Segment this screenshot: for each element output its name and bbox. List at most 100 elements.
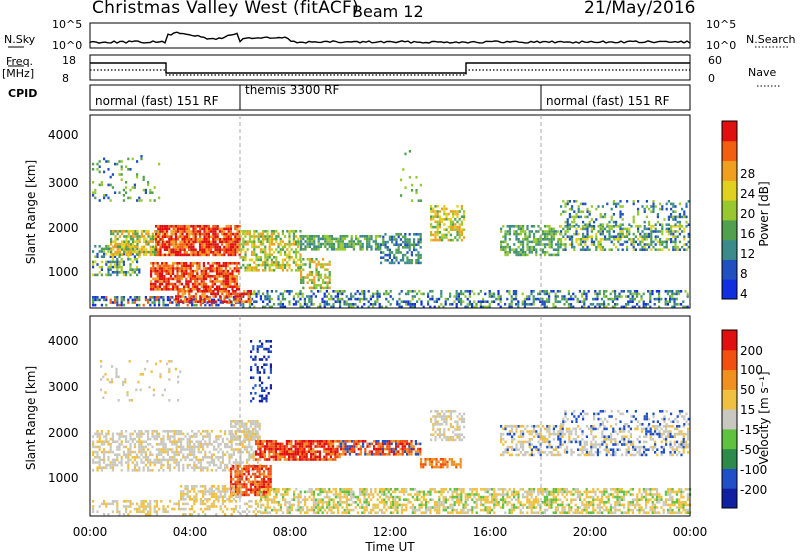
power-cell	[413, 240, 416, 244]
power-cell	[111, 301, 114, 304]
velocity-cell	[221, 495, 224, 498]
power-cell	[541, 290, 544, 293]
velocity-cell	[182, 490, 185, 493]
velocity-cell	[140, 450, 143, 454]
velocity-cell	[149, 453, 152, 456]
velocity-cell	[234, 422, 237, 426]
velocity-cell	[252, 422, 255, 426]
velocity-cell	[249, 422, 252, 426]
power-cell	[515, 290, 518, 293]
power-ytick-1000: 1000	[48, 265, 79, 279]
power-cell	[191, 264, 194, 268]
velocity-cell	[257, 432, 260, 436]
power-cell	[433, 300, 436, 303]
power-cell	[543, 303, 546, 306]
power-cell	[107, 247, 110, 251]
power-cell	[196, 277, 199, 281]
power-cell	[125, 240, 128, 243]
power-cell	[350, 240, 353, 243]
power-cell	[603, 305, 606, 309]
power-cell	[167, 277, 170, 281]
velocity-cell	[256, 422, 259, 426]
velocity-cell	[344, 445, 347, 448]
velocity-cell	[195, 498, 198, 501]
power-cell	[674, 210, 677, 213]
power-cell	[332, 297, 335, 301]
velocity-cell	[166, 437, 169, 441]
power-cell	[400, 300, 403, 303]
power-cell	[109, 263, 112, 266]
velocity-cell	[359, 447, 362, 451]
power-cell	[216, 272, 219, 275]
velocity-cell	[210, 495, 213, 498]
power-cell	[205, 277, 208, 281]
power-cell	[682, 300, 685, 303]
velocity-cell	[252, 427, 255, 431]
power-cell	[172, 230, 175, 233]
power-cell	[214, 295, 217, 298]
power-cell	[357, 242, 360, 246]
power-cell	[273, 261, 276, 264]
power-cell	[665, 227, 668, 231]
nsearch-tick-top: 10^5	[706, 18, 736, 31]
power-cell	[257, 290, 260, 293]
power-cell	[114, 253, 117, 256]
power-cell	[687, 232, 690, 236]
power-cell	[198, 275, 201, 278]
velocity-cell	[316, 440, 319, 443]
power-cell	[234, 292, 237, 296]
velocity-cell	[224, 453, 227, 456]
power-cell	[223, 300, 226, 303]
power-cell	[683, 215, 686, 219]
power-cell	[253, 269, 256, 272]
velocity-cell	[149, 461, 152, 464]
power-cell	[227, 280, 230, 283]
power-cell	[292, 237, 295, 241]
velocity-cell	[180, 450, 183, 454]
velocity-cell	[340, 442, 343, 446]
velocity-cell	[290, 445, 293, 448]
velocity-cell	[241, 461, 244, 464]
power-cell	[233, 280, 236, 283]
power-cell	[246, 230, 249, 233]
power-cell	[319, 286, 322, 290]
power-cell	[232, 238, 235, 241]
power-cell	[441, 233, 444, 237]
power-cell	[223, 295, 226, 298]
power-cell	[131, 260, 134, 264]
velocity-cell	[122, 450, 125, 454]
power-cell	[365, 297, 368, 301]
power-cell	[172, 243, 175, 246]
velocity-cell	[260, 465, 263, 468]
power-cell	[326, 263, 329, 266]
power-cell	[366, 248, 369, 251]
power-cell	[396, 300, 399, 303]
power-cell	[506, 251, 509, 254]
velocity-cell	[351, 447, 354, 451]
velocity-cell	[177, 469, 180, 472]
power-cell	[517, 251, 520, 254]
power-cell	[255, 263, 258, 267]
power-cell	[490, 295, 493, 298]
power-cell	[154, 282, 157, 286]
velocity-cell	[138, 469, 141, 472]
power-cell	[607, 303, 610, 306]
velocity-cell	[184, 498, 187, 501]
power-cell	[194, 280, 197, 283]
velocity-cell	[285, 442, 288, 446]
velocity-cell	[144, 453, 147, 456]
power-cell	[160, 296, 163, 299]
power-cell	[642, 292, 645, 296]
power-cell	[647, 290, 650, 293]
power-cell	[326, 235, 329, 238]
velocity-cell	[129, 443, 132, 446]
velocity-cell	[241, 420, 244, 423]
power-cell	[548, 245, 551, 249]
power-cell	[231, 277, 234, 281]
power-cell	[582, 220, 585, 224]
power-cell	[670, 238, 673, 241]
power-cell	[202, 262, 205, 265]
power-cell	[311, 286, 314, 290]
power-cell	[460, 228, 463, 231]
power-cell	[308, 258, 311, 261]
